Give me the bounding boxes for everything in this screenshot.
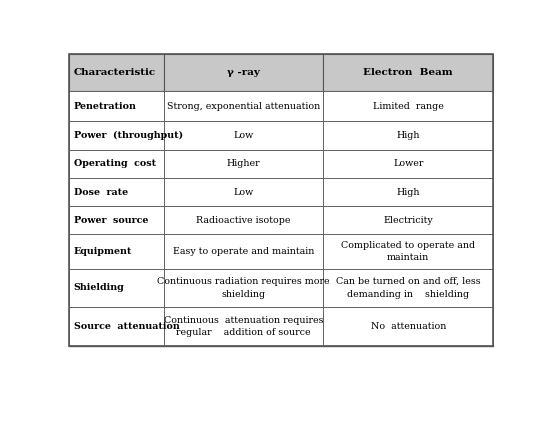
Text: Complicated to operate and
maintain: Complicated to operate and maintain (341, 241, 475, 262)
Bar (164, 54, 323, 91)
Text: Dose  rate: Dose rate (73, 187, 128, 197)
Bar (68, 54, 493, 346)
Bar (68, 91, 164, 121)
Bar (164, 91, 323, 121)
Text: Penetration: Penetration (73, 102, 136, 111)
Text: Operating  cost: Operating cost (73, 159, 156, 168)
Text: Radioactive isotope: Radioactive isotope (196, 216, 291, 225)
Bar (323, 178, 493, 206)
Bar (68, 269, 164, 307)
Text: Power  source: Power source (73, 216, 148, 225)
Text: Shielding: Shielding (73, 283, 124, 292)
Text: Limited  range: Limited range (373, 102, 444, 111)
Text: Equipment: Equipment (73, 247, 132, 256)
Text: Continuous radiation requires more
shielding: Continuous radiation requires more shiel… (157, 277, 330, 299)
Text: Strong, exponential attenuation: Strong, exponential attenuation (167, 102, 321, 111)
Bar (164, 269, 323, 307)
Text: Can be turned on and off, less
demanding in    shielding: Can be turned on and off, less demanding… (336, 277, 481, 299)
Text: High: High (397, 131, 420, 140)
Bar (164, 149, 323, 178)
Text: Lower: Lower (393, 159, 424, 168)
Bar (323, 91, 493, 121)
Bar (68, 235, 164, 269)
Bar (68, 307, 164, 346)
Bar (323, 206, 493, 235)
Text: No  attenuation: No attenuation (370, 322, 446, 331)
Bar (323, 269, 493, 307)
Text: Higher: Higher (227, 159, 260, 168)
Text: High: High (397, 187, 420, 197)
Text: Continuous  attenuation requires
regular    addition of source: Continuous attenuation requires regular … (164, 316, 323, 337)
Text: Easy to operate and maintain: Easy to operate and maintain (173, 247, 315, 256)
Text: Characteristic: Characteristic (73, 68, 156, 76)
Bar (68, 206, 164, 235)
Text: Electricity: Electricity (384, 216, 433, 225)
Bar (164, 235, 323, 269)
Bar (164, 206, 323, 235)
Bar (164, 178, 323, 206)
Text: Electron  Beam: Electron Beam (363, 68, 453, 76)
Text: Source  attenuation: Source attenuation (73, 322, 179, 331)
Text: Low: Low (233, 131, 254, 140)
Bar (68, 121, 164, 149)
Bar (323, 121, 493, 149)
Bar (164, 307, 323, 346)
Bar (323, 149, 493, 178)
Bar (68, 178, 164, 206)
Bar (323, 235, 493, 269)
Bar (323, 307, 493, 346)
Text: Power  (throughput): Power (throughput) (73, 131, 182, 140)
Text: γ -ray: γ -ray (227, 68, 260, 76)
Bar (68, 149, 164, 178)
Bar (164, 121, 323, 149)
Bar (68, 54, 164, 91)
Bar (323, 54, 493, 91)
Text: Low: Low (233, 187, 254, 197)
